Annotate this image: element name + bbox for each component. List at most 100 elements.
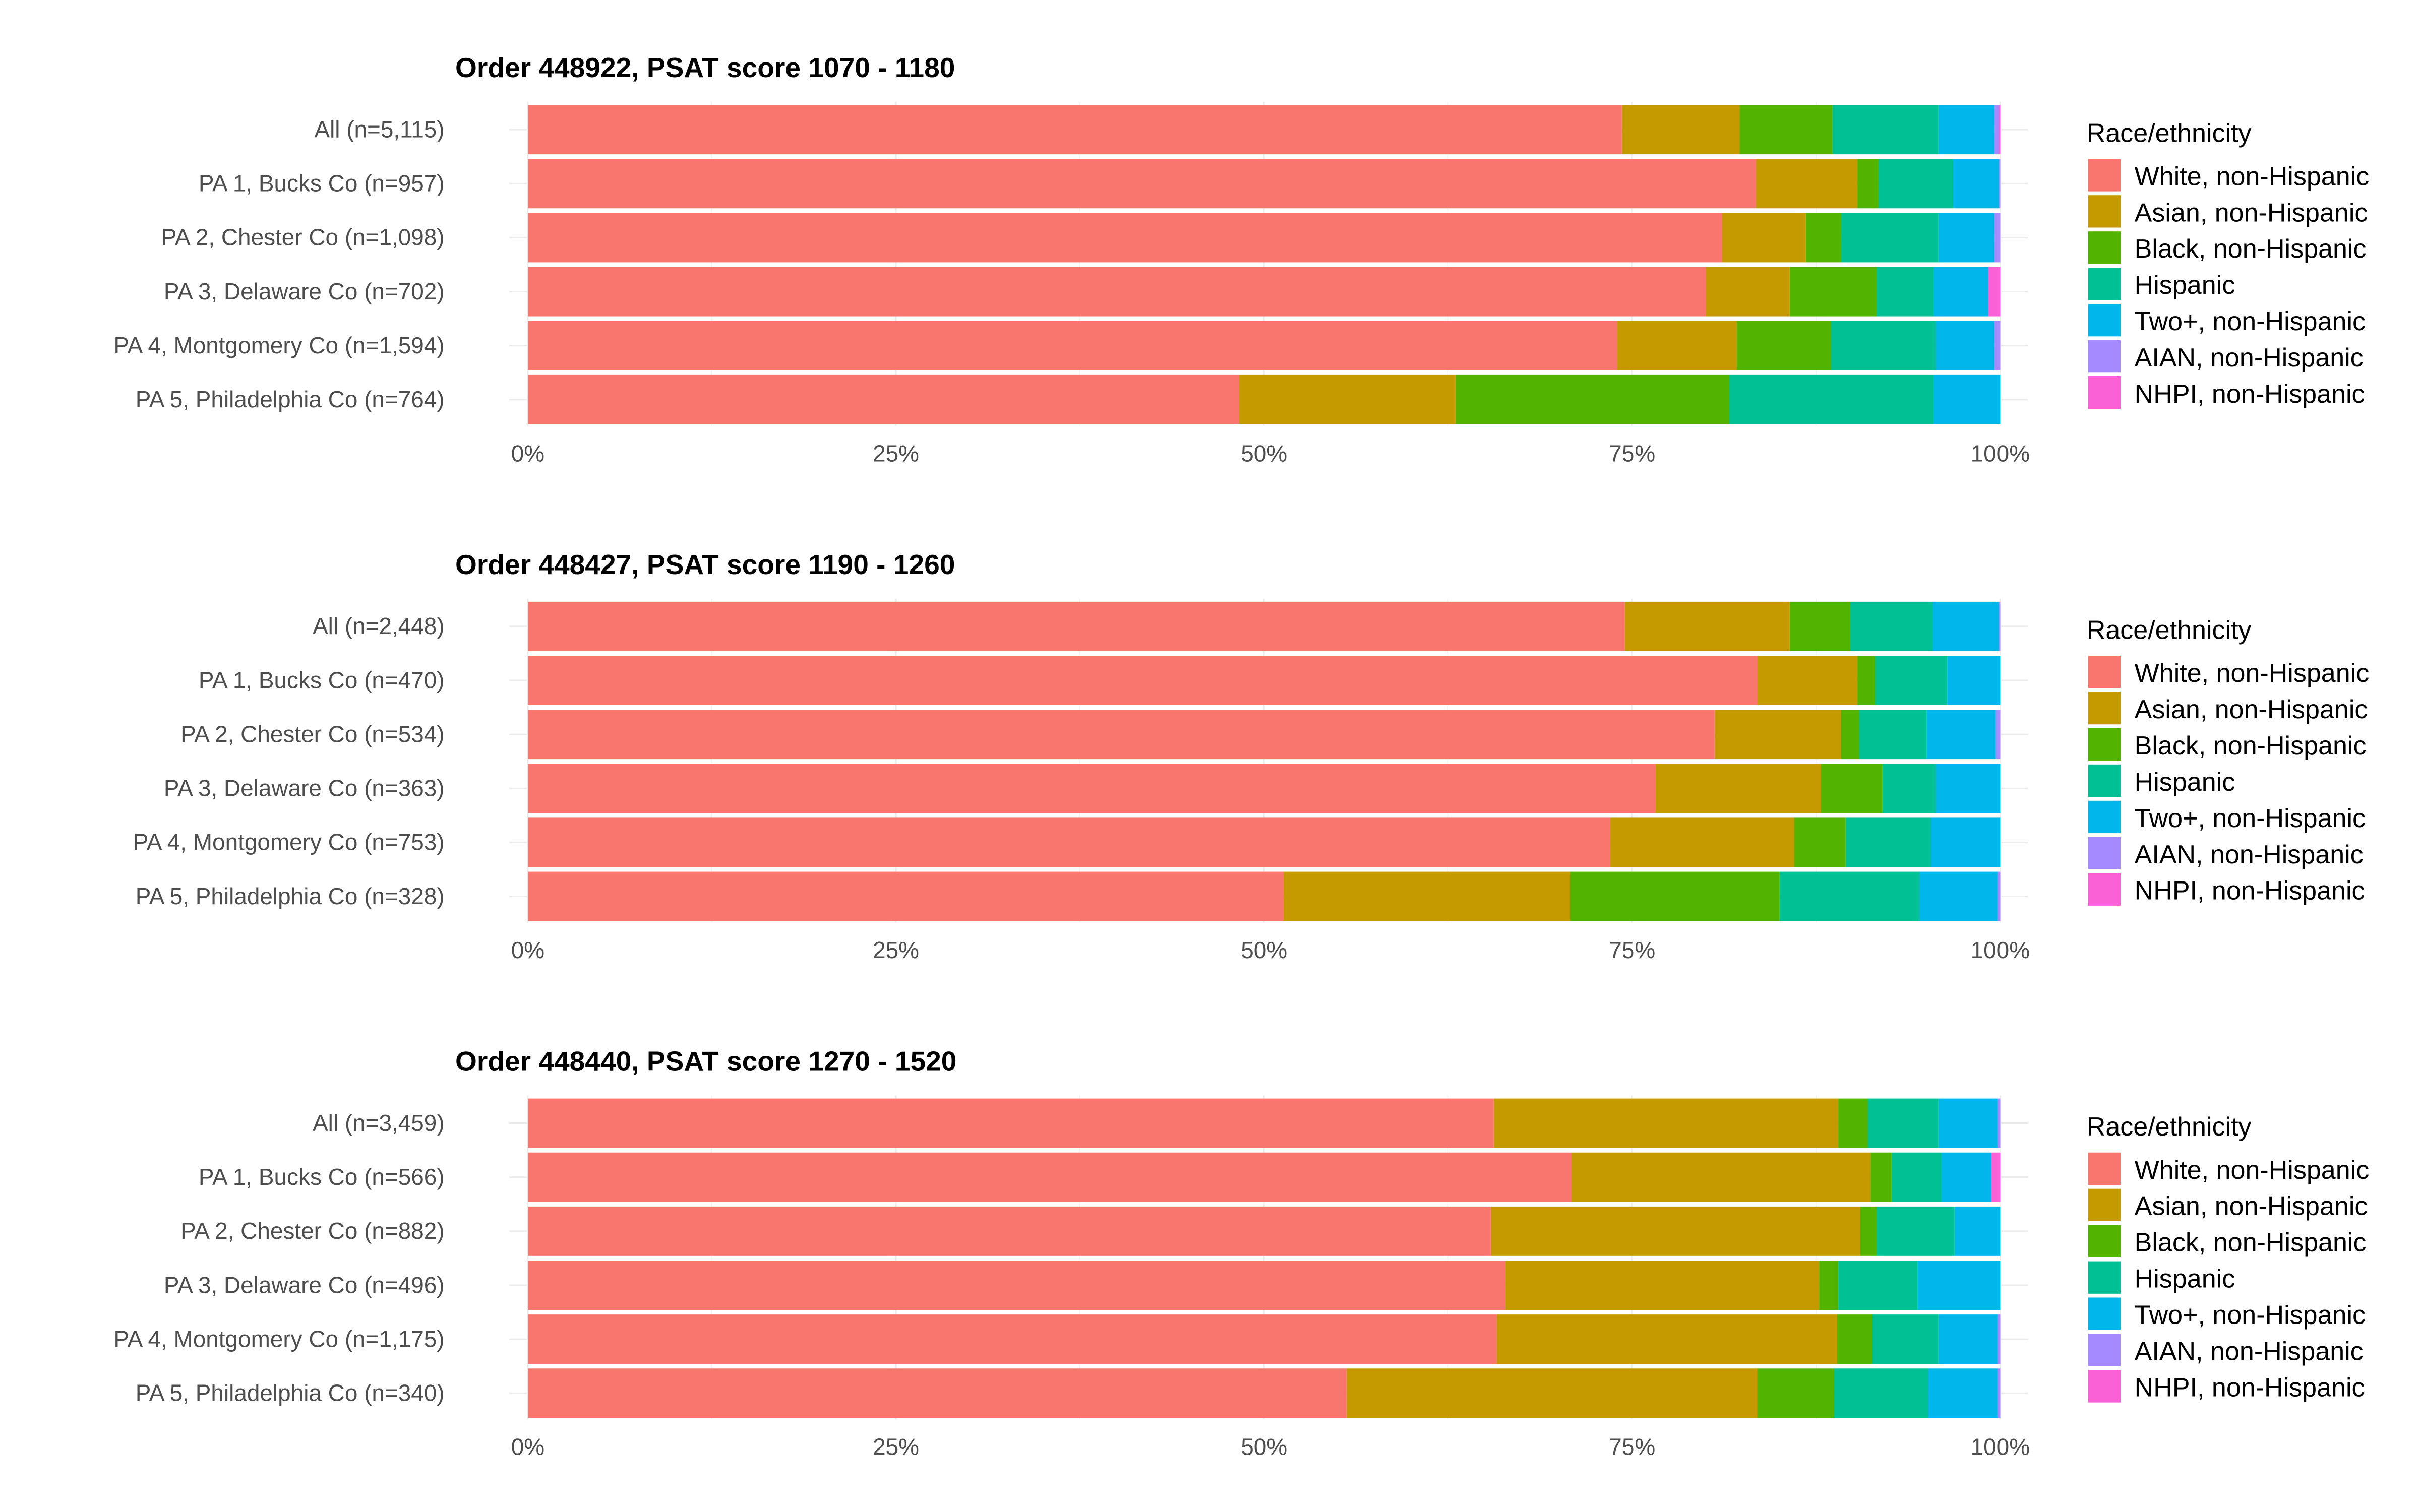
legend-label: AIAN, non-Hispanic	[2135, 840, 2364, 869]
bar-segment-white	[527, 1368, 1347, 1418]
legend-swatch	[2088, 195, 2121, 228]
legend-swatch	[2088, 268, 2121, 300]
legend-swatch	[2088, 1188, 2121, 1221]
y-tick-label: PA 2, Chester Co (n=882)	[180, 1218, 445, 1244]
bar-segment-asian	[1490, 1206, 1860, 1256]
y-tick-label: PA 3, Delaware Co (n=363)	[164, 775, 445, 801]
bar-segment-two-	[1938, 213, 1994, 263]
legend-swatch	[2088, 837, 2121, 869]
legend: Race/ethnicity White, non-Hispanic Asian, …	[2087, 615, 2369, 906]
y-tick-label: PA 1, Bucks Co (n=957)	[199, 170, 445, 197]
chart-panel-1: Order 448922, PSAT score 1070 - 1180 All …	[113, 52, 2369, 466]
bar-segment-asian	[1756, 159, 1858, 209]
bar-segment-white	[527, 159, 1756, 209]
bar-segment-hispanic	[1858, 710, 1927, 760]
bar-segment-nhpi	[1988, 267, 2001, 317]
bar-segment-two-	[1938, 1314, 1998, 1364]
bar-segment-two-	[1954, 1206, 2001, 1256]
legend-swatch	[2088, 1225, 2121, 1257]
bar-segment-hispanic	[1867, 1098, 1939, 1148]
x-tick-label: 100%	[1971, 440, 2030, 466]
x-tick-label: 0%	[511, 440, 544, 466]
legend-label: NHPI, non-Hispanic	[2135, 876, 2365, 906]
legend: Race/ethnicity White, non-Hispanic Asian, …	[2087, 119, 2369, 409]
bar-segment-hispanic	[1878, 159, 1953, 209]
legend-label: White, non-Hispanic	[2135, 162, 2370, 191]
y-tick-label: PA 3, Delaware Co (n=496)	[164, 1272, 445, 1298]
bar-segment-two-	[1928, 1368, 1998, 1418]
x-tick-label: 0%	[511, 937, 544, 963]
legend-title: Race/ethnicity	[2087, 1112, 2252, 1142]
bar-segment-black	[1757, 1368, 1834, 1418]
legend-label: Hispanic	[2135, 1265, 2235, 1294]
bar-segment-two-	[1926, 710, 1996, 760]
bar-segment-black	[1857, 159, 1878, 209]
y-tick-label: PA 1, Bucks Co (n=566)	[199, 1164, 445, 1190]
bar-segment-aian	[1999, 601, 2001, 651]
bar-segment-black	[1789, 267, 1877, 317]
legend-swatch	[2088, 691, 2121, 725]
chart-title: Order 448922, PSAT score 1070 - 1180	[455, 52, 955, 83]
bar-segment-aian	[1997, 1314, 2001, 1364]
legend-swatch	[2088, 1297, 2121, 1330]
legend-title: Race/ethnicity	[2087, 119, 2252, 148]
legend-swatch	[2088, 873, 2121, 906]
legend-swatch	[2088, 376, 2121, 409]
bar-segment-asian	[1346, 1368, 1758, 1418]
legend-swatch	[2088, 340, 2121, 373]
bar-segment-white	[527, 601, 1625, 651]
bar-segment-black	[1739, 105, 1833, 155]
bar-segment-black	[1455, 374, 1729, 424]
bar-segment-black	[1837, 1314, 1872, 1364]
bar-segment-hispanic	[1875, 656, 1948, 705]
bar-segment-white	[527, 213, 1722, 263]
bar-segment-white	[527, 1206, 1491, 1256]
legend-swatch	[2088, 1370, 2121, 1403]
legend-label: AIAN, non-Hispanic	[2135, 343, 2364, 372]
chart-title: Order 448427, PSAT score 1190 - 1260	[455, 549, 955, 580]
bar-segment-two-	[1935, 321, 1994, 370]
bar-segment-white	[527, 1152, 1572, 1202]
bar-segment-asian	[1714, 710, 1841, 760]
bar-segment-asian	[1617, 321, 1737, 370]
bar-segment-hispanic	[1729, 374, 1934, 424]
bar-segment-two-	[1919, 871, 1998, 921]
legend-label: Two+, non-Hispanic	[2135, 804, 2366, 833]
bar-segment-hispanic	[1779, 871, 1919, 921]
bar-segment-black	[1857, 656, 1876, 705]
legend-label: Black, non-Hispanic	[2135, 1228, 2367, 1257]
y-tick-label: PA 5, Philadelphia Co (n=328)	[136, 883, 445, 909]
bar-segment-white	[527, 267, 1706, 317]
legend-label: White, non-Hispanic	[2135, 659, 2370, 688]
bar-segment-asian	[1493, 1098, 1839, 1148]
bar-segment-white	[527, 656, 1758, 705]
bar-segment-aian	[1994, 105, 1999, 155]
bar-segment-two-	[1935, 764, 2001, 813]
bar-segment-white	[527, 764, 1656, 813]
legend-label: White, non-Hispanic	[2135, 1156, 2370, 1185]
bar-segment-aian	[1997, 871, 2001, 921]
y-tick-label: PA 2, Chester Co (n=1,098)	[161, 224, 445, 250]
legend-label: NHPI, non-Hispanic	[2135, 1373, 2365, 1402]
x-tick-label: 50%	[1241, 1434, 1287, 1460]
x-tick-label: 75%	[1609, 440, 1655, 466]
legend-label: Black, non-Hispanic	[2135, 234, 2367, 264]
legend-swatch	[2088, 728, 2121, 761]
bar-segment-nhpi	[1999, 105, 2001, 155]
bar-segment-black	[1794, 817, 1846, 867]
bar-segment-black	[1789, 601, 1850, 651]
bar-segment-white	[527, 321, 1618, 370]
y-tick-label: PA 1, Bucks Co (n=470)	[199, 667, 445, 693]
bar-segment-aian	[1997, 1098, 2001, 1148]
bar-segment-hispanic	[1845, 817, 1931, 867]
bar-segment-two-	[1917, 1261, 2001, 1310]
bar-segment-two-	[1938, 105, 1994, 155]
bar-segment-asian	[1757, 656, 1858, 705]
legend-swatch	[2088, 764, 2121, 797]
bar-segment-white	[527, 817, 1610, 867]
bar-segment-aian	[1999, 159, 2001, 209]
x-tick-label: 25%	[873, 440, 919, 466]
legend-swatch	[2088, 800, 2121, 834]
bar-segment-two-	[1947, 656, 2001, 705]
bar-segment-two-	[1933, 267, 1988, 317]
